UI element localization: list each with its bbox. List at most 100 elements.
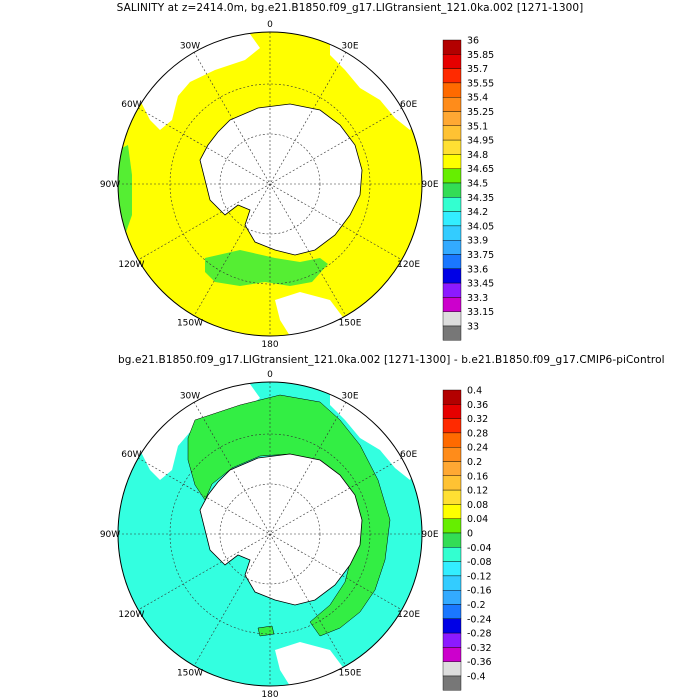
- colorbar-tick-label: -0.12: [467, 571, 492, 582]
- colorbar-swatch: [442, 461, 462, 477]
- longitude-label: 150E: [339, 669, 362, 679]
- colorbar-swatch: [442, 604, 462, 620]
- longitude-label: 0: [267, 20, 273, 30]
- colorbar-tick-label: 33: [467, 322, 479, 333]
- antarctica-landmass: [199, 103, 363, 256]
- colorbar-tick-label: -0.36: [467, 657, 492, 668]
- colorbar-tick-label: 34.95: [467, 136, 494, 147]
- antarctica-landmass: [199, 453, 363, 606]
- colorbar-swatch: [442, 311, 462, 327]
- colorbar-tick-label: 33.75: [467, 250, 494, 261]
- colorbar-tick-label: 35.7: [467, 64, 488, 75]
- salinity-patch-34.8: [205, 250, 328, 286]
- colorbar-tick-label: 34.8: [467, 150, 488, 161]
- colorbar-tick-label: 33.3: [467, 293, 488, 304]
- colorbar-swatch: [442, 225, 462, 241]
- colorbar-swatch: [442, 197, 462, 212]
- colorbar-swatch: [442, 504, 462, 519]
- colorbar-tick-label: 34.5: [467, 179, 488, 190]
- colorbar-tick-label: 0.36: [467, 400, 488, 411]
- bottom-colorbar: 0.4 0.36 0.32 0.28 0.24 0.2 0.16 0.12 0.08 0.04 0 -…: [442, 386, 492, 691]
- colorbar-swatch: [442, 475, 462, 491]
- longitude-labels: 0 30E 60E 90E 120E 150E 180 150W 120W 90W 60W 30W: [100, 20, 439, 350]
- colorbar-swatch: [442, 647, 462, 662]
- colorbar-tick-label: 34.35: [467, 193, 494, 204]
- longitude-label: 60E: [400, 450, 417, 460]
- colorbar-swatch: [442, 675, 462, 691]
- colorbar-tick-label: 0.4: [467, 386, 482, 397]
- longitude-label: 30W: [180, 41, 200, 51]
- colorbar-tick-label: 34.05: [467, 221, 494, 232]
- colorbar-swatch: [442, 532, 462, 548]
- longitude-label: 60E: [400, 100, 417, 110]
- longitude-label: 0: [267, 370, 273, 380]
- colorbar-tick-label: 33.9: [467, 236, 488, 247]
- missing-data-region: [330, 34, 420, 130]
- colorbar-swatch: [442, 661, 462, 677]
- longitude-label: 120W: [118, 260, 144, 270]
- colorbar-tick-label: -0.4: [467, 672, 486, 683]
- longitude-label: 180: [261, 340, 278, 350]
- colorbar-tick-label: 35.25: [467, 107, 494, 118]
- colorbar-swatch: [442, 489, 462, 505]
- colorbar-tick-label: 0.28: [467, 428, 488, 439]
- colorbar-tick-label: 33.45: [467, 279, 494, 290]
- colorbar-tick-label: -0.32: [467, 643, 492, 654]
- bottom-polar-map: 0 30E 60E 90E 120E 150E 180 150W 120W 90W 60W 30W 0…: [100, 370, 492, 700]
- colorbar-swatch: [442, 518, 462, 534]
- colorbar-tick-label: 35.4: [467, 93, 488, 104]
- map-border: [117, 381, 423, 687]
- colorbar-swatch: [442, 282, 462, 298]
- salinity-patch-34.8: [118, 145, 132, 235]
- colorbar-tick-label: 34.65: [467, 164, 494, 175]
- colorbar-swatch: [442, 446, 462, 462]
- longitude-label: 90W: [100, 530, 120, 540]
- colorbar-swatch: [442, 96, 462, 112]
- colorbar-tick-label: 0.32: [467, 414, 488, 425]
- longitude-label: 90W: [100, 180, 120, 190]
- top-colorbar: 36 35.85 35.7 35.55 35.4 35.25 35.1 34.95 34.8 34…: [442, 36, 494, 341]
- colorbar-tick-label: -0.2: [467, 600, 486, 611]
- longitude-label: 30W: [180, 391, 200, 401]
- colorbar-swatch: [442, 632, 462, 648]
- salinity-anomaly-0.04: [187, 394, 391, 637]
- colorbar-swatch: [442, 82, 462, 98]
- longitude-label: 150E: [339, 319, 362, 329]
- colorbar-tick-label: -0.08: [467, 557, 492, 568]
- colorbar-swatch: [442, 54, 462, 69]
- longitude-label: 90E: [421, 530, 438, 540]
- colorbar-swatch: [442, 168, 462, 184]
- longitude-label: 30E: [341, 41, 358, 51]
- longitude-label: 120E: [397, 610, 420, 620]
- colorbar-tick-label: 35.1: [467, 121, 488, 132]
- colorbar-swatch: [442, 154, 462, 169]
- colorbar-swatch: [442, 575, 462, 591]
- colorbar-tick-label: 0: [467, 529, 473, 540]
- colorbar-tick-label: 36: [467, 36, 479, 47]
- colorbar-tick-label: 35.55: [467, 78, 494, 89]
- longitude-label: 60W: [121, 450, 141, 460]
- colorbar-tick-label: 33.15: [467, 307, 494, 318]
- missing-data-region: [330, 384, 420, 480]
- colorbar-tick-label: 34.2: [467, 207, 488, 218]
- top-map-title: SALINITY at z=2414.0m, bg.e21.B1850.f09_…: [116, 2, 584, 14]
- colorbar-swatch: [442, 139, 462, 155]
- colorbar-swatch: [442, 561, 462, 577]
- colorbar-tick-label: 33.6: [467, 264, 488, 275]
- colorbar-swatch: [442, 268, 462, 284]
- colorbar-tick-label: -0.04: [467, 543, 492, 554]
- colorbar-tick-label: 0.16: [467, 471, 488, 482]
- colorbar-swatch: [442, 182, 462, 198]
- colorbar-tick-label: 0.12: [467, 486, 488, 497]
- colorbar-tick-label: 0.04: [467, 514, 488, 525]
- colorbar-swatch: [442, 239, 462, 255]
- colorbar-swatch: [442, 404, 462, 419]
- colorbar-swatch: [442, 432, 462, 448]
- salinity-anomaly-0.04: [257, 625, 275, 637]
- colorbar-swatch: [442, 547, 462, 562]
- colorbar-swatch: [442, 111, 462, 127]
- colorbar-swatch: [442, 297, 462, 312]
- longitude-label: 120E: [397, 260, 420, 270]
- colorbar-swatch: [442, 589, 462, 605]
- colorbar-tick-label: 0.2: [467, 457, 482, 468]
